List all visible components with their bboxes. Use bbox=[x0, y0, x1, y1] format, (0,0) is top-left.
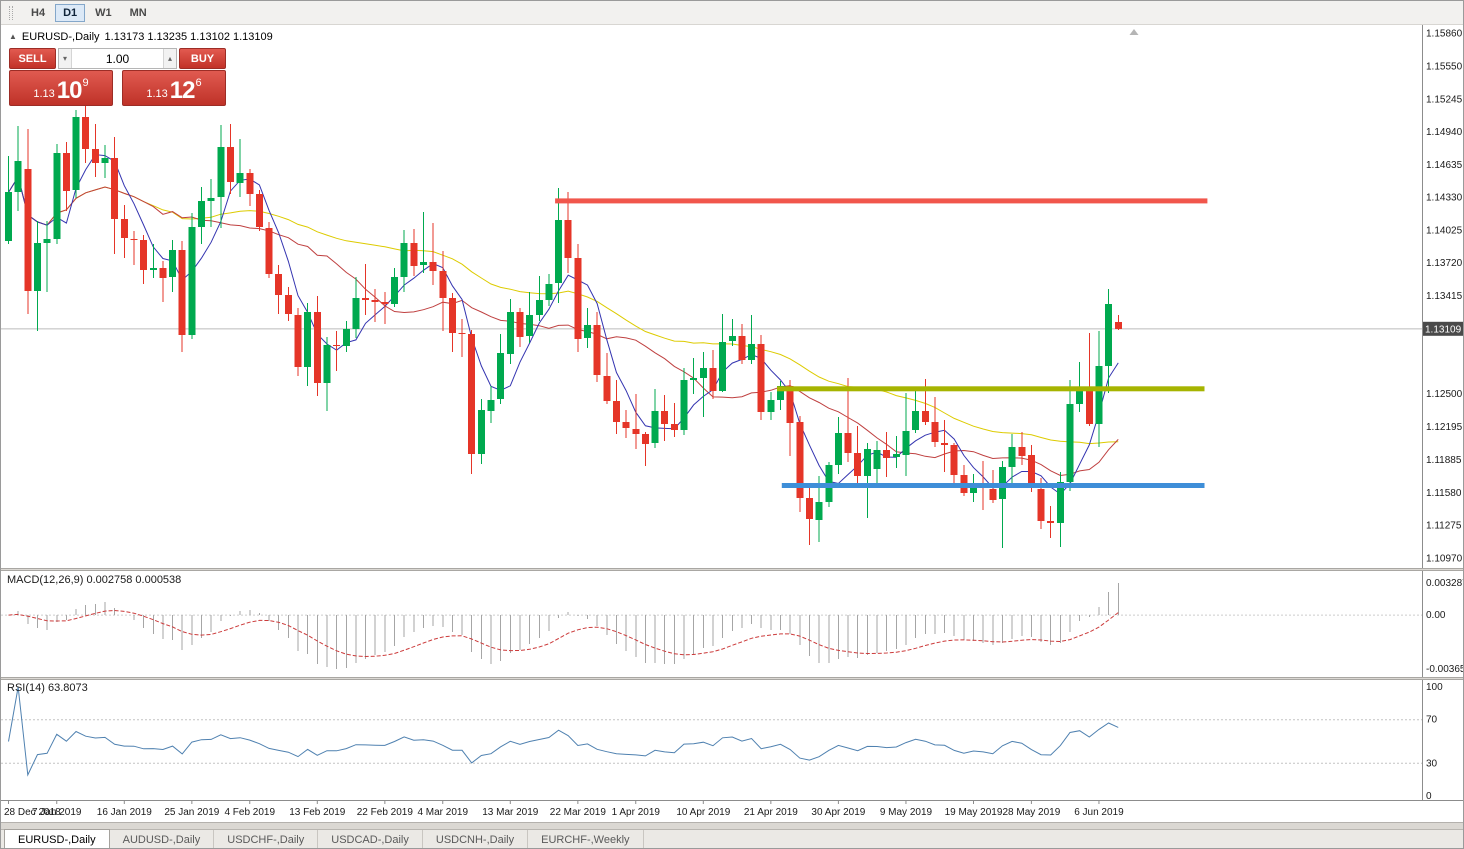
chart-tab[interactable]: USDCHF-,Daily bbox=[214, 830, 319, 848]
bid-price-big: 10 bbox=[56, 76, 83, 104]
price-axis-label: 1.11580 bbox=[1426, 488, 1462, 499]
macd-axis-label: 0.00 bbox=[1426, 610, 1446, 621]
ma-15-line bbox=[8, 175, 1119, 477]
candlestick-series bbox=[5, 99, 1122, 548]
one-click-collapse-icon[interactable]: ▲ bbox=[9, 32, 17, 41]
chart-tabs-bar: EURUSD-,Daily AUDUSD-,Daily USDCHF-,Daily U… bbox=[1, 829, 1463, 848]
volume-decrease-icon[interactable]: ▾ bbox=[59, 49, 72, 68]
price-axis[interactable]: 1.15860 1.15550 1.15245 1.14940 1.14635 1.143… bbox=[1422, 27, 1464, 800]
price-axis-label: 1.13720 bbox=[1426, 258, 1463, 269]
price-axis-label: 1.12195 bbox=[1426, 422, 1463, 433]
timeframe-button-d1[interactable]: D1 bbox=[55, 3, 86, 22]
date-axis-label: 28 Dec 2018 bbox=[4, 807, 61, 818]
buy-button[interactable]: BUY bbox=[179, 48, 226, 69]
panel-splitter[interactable] bbox=[1, 677, 1463, 680]
chart-tab[interactable]: USDCNH-,Daily bbox=[423, 830, 529, 848]
chart-tab[interactable]: EURCHF-,Weekly bbox=[528, 830, 644, 848]
date-axis-line bbox=[1, 800, 1463, 801]
ask-price-big: 12 bbox=[169, 76, 196, 104]
price-axis-label: 1.15860 bbox=[1426, 28, 1463, 39]
timeframe-button-h4[interactable]: H4 bbox=[23, 4, 53, 22]
price-axis-label: 1.11275 bbox=[1426, 521, 1462, 532]
bid-price-button[interactable]: 1.13 10 9 bbox=[9, 70, 113, 106]
volume-value[interactable]: 1.00 bbox=[105, 51, 130, 66]
price-axis-label: 1.11885 bbox=[1426, 455, 1462, 466]
timeframe-button-mn[interactable]: MN bbox=[122, 4, 155, 22]
date-axis-label: 7 Jan 2019 bbox=[32, 807, 82, 818]
ask-price-prefix: 1.13 bbox=[146, 88, 168, 100]
price-axis-label: 1.12500 bbox=[1426, 389, 1463, 400]
current-price-badge: 1.13109 bbox=[1422, 321, 1463, 336]
date-axis-label: 10 Apr 2019 bbox=[676, 807, 730, 818]
date-axis-label: 13 Mar 2019 bbox=[482, 807, 539, 818]
chart-symbol-title: EURUSD-,Daily bbox=[21, 31, 100, 43]
panel-splitter[interactable] bbox=[1, 568, 1463, 571]
price-axis-label: 1.14635 bbox=[1426, 160, 1463, 171]
ask-price-button[interactable]: 1.13 12 6 bbox=[122, 70, 226, 106]
date-axis-label: 13 Feb 2019 bbox=[289, 807, 346, 818]
price-axis-label: 1.14940 bbox=[1426, 127, 1463, 138]
price-axis-label: 1.13415 bbox=[1426, 291, 1463, 302]
bottom-strip bbox=[1, 822, 1463, 829]
svg-text:1.13109: 1.13109 bbox=[1425, 324, 1462, 335]
chart-header: ▲ EURUSD-,Daily 1.13173 1.13235 1.13102 … bbox=[9, 31, 273, 43]
rsi-line bbox=[8, 686, 1119, 777]
rsi-axis-label: 30 bbox=[1426, 758, 1438, 769]
ask-price-pip: 6 bbox=[195, 77, 202, 89]
ma-5-line bbox=[8, 154, 1119, 495]
date-axis-label: 28 May 2019 bbox=[1002, 807, 1060, 818]
date-axis-label: 25 Jan 2019 bbox=[164, 807, 219, 818]
date-axis-label: 1 Apr 2019 bbox=[612, 807, 661, 818]
rsi-indicator-label: RSI(14) 63.8073 bbox=[7, 682, 88, 694]
date-axis-label: 4 Mar 2019 bbox=[417, 807, 468, 818]
chart-tab[interactable]: USDCAD-,Daily bbox=[318, 830, 423, 848]
price-axis-label: 1.14330 bbox=[1426, 193, 1463, 204]
date-axis-label: 4 Feb 2019 bbox=[224, 807, 275, 818]
price-axis-label: 1.10970 bbox=[1426, 554, 1463, 565]
chart-shift-marker-icon[interactable] bbox=[1129, 29, 1139, 35]
macd-axis-label: -0.003659 bbox=[1426, 664, 1464, 675]
date-axis-label: 9 May 2019 bbox=[880, 807, 933, 818]
bid-price-prefix: 1.13 bbox=[33, 88, 55, 100]
chart-tab[interactable]: AUDUSD-,Daily bbox=[110, 830, 215, 848]
bid-price-pip: 9 bbox=[82, 77, 89, 89]
one-click-trading-panel: SELL ▾ 1.00 ▴ BUY 1.13 10 9 1.13 12 6 bbox=[9, 48, 226, 106]
price-axis-label: 1.15550 bbox=[1426, 62, 1463, 73]
macd-histogram bbox=[17, 583, 1119, 669]
volume-spinner[interactable]: ▾ 1.00 ▴ bbox=[58, 48, 177, 69]
drawn-hline-0[interactable] bbox=[555, 198, 1208, 204]
toolbar-grip-handle[interactable] bbox=[9, 5, 13, 20]
drawn-hline-2[interactable] bbox=[781, 483, 1205, 488]
drawn-hline-1[interactable] bbox=[777, 386, 1205, 392]
date-axis-label: 21 Apr 2019 bbox=[744, 807, 798, 818]
price-axis-label: 1.15245 bbox=[1426, 95, 1463, 106]
timeframe-buttons: H4 D1 W1 MN bbox=[23, 3, 157, 22]
macd-signal-line bbox=[8, 609, 1119, 658]
chart-tab[interactable]: EURUSD-,Daily bbox=[4, 829, 110, 848]
macd-axis-label: 0.003287 bbox=[1426, 578, 1464, 589]
date-axis-label: 22 Mar 2019 bbox=[550, 807, 607, 818]
date-axis-label: 19 May 2019 bbox=[945, 807, 1003, 818]
rsi-axis-label: 100 bbox=[1426, 682, 1443, 693]
macd-indicator-label: MACD(12,26,9) 0.002758 0.000538 bbox=[7, 574, 182, 586]
timeframe-button-w1[interactable]: W1 bbox=[87, 4, 120, 22]
date-axis-label: 16 Jan 2019 bbox=[97, 807, 152, 818]
price-axis-label: 1.14025 bbox=[1426, 226, 1463, 237]
date-axis-label: 22 Feb 2019 bbox=[357, 807, 414, 818]
volume-increase-icon[interactable]: ▴ bbox=[163, 49, 176, 68]
rsi-axis-label: 0 bbox=[1426, 791, 1432, 802]
date-axis-label: 6 Jun 2019 bbox=[1074, 807, 1124, 818]
sell-button[interactable]: SELL bbox=[9, 48, 56, 69]
timeframe-toolbar: H4 D1 W1 MN bbox=[1, 1, 1463, 25]
rsi-axis-label: 70 bbox=[1426, 715, 1438, 726]
date-axis-label: 30 Apr 2019 bbox=[811, 807, 865, 818]
ma-40-line bbox=[8, 175, 1119, 445]
chart-ohlc-values: 1.13173 1.13235 1.13102 1.13109 bbox=[104, 31, 273, 43]
